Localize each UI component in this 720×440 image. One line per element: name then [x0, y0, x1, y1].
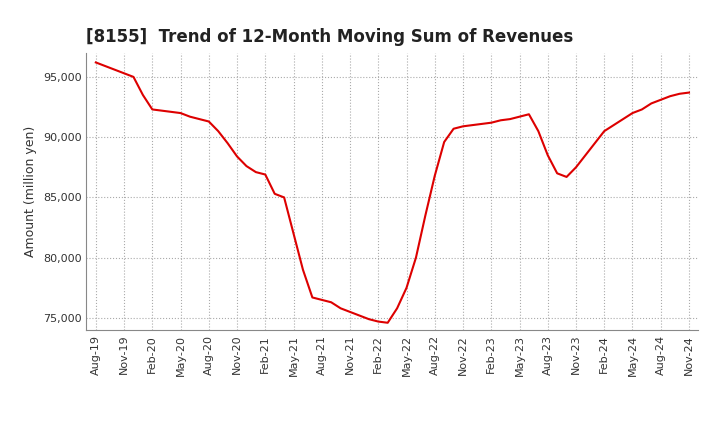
- Y-axis label: Amount (million yen): Amount (million yen): [24, 126, 37, 257]
- Text: [8155]  Trend of 12-Month Moving Sum of Revenues: [8155] Trend of 12-Month Moving Sum of R…: [86, 28, 574, 46]
